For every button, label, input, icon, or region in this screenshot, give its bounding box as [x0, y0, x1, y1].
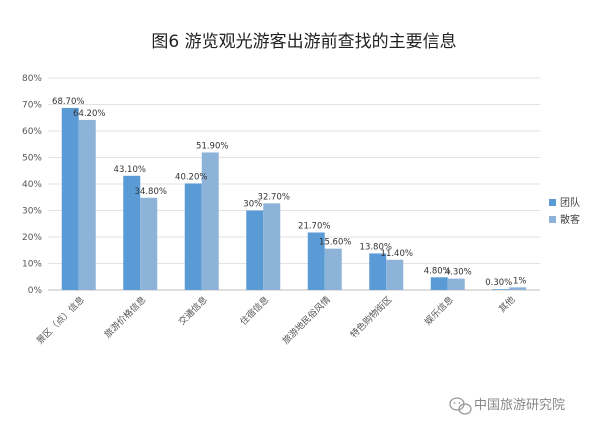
legend-swatch	[549, 199, 556, 206]
bar-individual	[324, 248, 342, 290]
category-label: 娱乐信息	[422, 294, 456, 328]
gridlines	[48, 77, 540, 291]
bar-team	[430, 277, 448, 290]
data-label: 21.70%	[298, 221, 330, 231]
data-label: 30%	[243, 200, 262, 210]
watermark: 中国旅游研究院	[449, 397, 565, 415]
data-label: 40.20%	[175, 172, 207, 182]
y-tick-label: 20%	[22, 233, 42, 243]
y-tick-label: 50%	[22, 154, 42, 164]
category-label: 住宿信息	[237, 294, 271, 328]
data-label: 64.20%	[73, 109, 105, 119]
data-label: 4.30%	[445, 268, 472, 278]
y-tick-label: 60%	[22, 127, 42, 137]
y-axis-ticks: 0% 10% 20% 30% 40% 50% 60% 70% 80%	[22, 74, 42, 296]
data-label: 0.30%	[485, 278, 512, 288]
legend-label: 散客	[560, 213, 580, 226]
data-label: 68.70%	[52, 97, 84, 107]
bar-individual	[447, 278, 465, 290]
bar-individual	[509, 287, 527, 290]
wechat-icon	[449, 397, 472, 415]
data-label: 15.60%	[319, 238, 351, 248]
data-label: 34.80%	[135, 187, 167, 197]
y-tick-label: 70%	[22, 101, 42, 111]
category-label: 特色购物街区	[348, 294, 395, 341]
category-label: 旅游价格信息	[102, 294, 149, 341]
bar-individual	[386, 259, 404, 290]
data-labels: 68.70% 64.20% 43.10% 34.80% 40.20% 51.90% 30%3…	[52, 97, 526, 288]
bar-team	[492, 289, 510, 290]
legend-label: 团队	[560, 196, 580, 209]
bar-team	[246, 210, 264, 290]
category-label: 旅游地民俗风情	[280, 294, 333, 347]
bar-individual	[78, 119, 96, 291]
data-label: 4.80%	[424, 266, 451, 276]
bar-individual	[263, 203, 281, 290]
y-tick-label: 40%	[22, 180, 42, 190]
bar-team	[307, 232, 325, 290]
bars	[61, 107, 527, 291]
category-label: 其他	[496, 294, 517, 315]
data-label: 11.40%	[381, 249, 413, 259]
y-tick-label: 0%	[28, 286, 43, 296]
data-label: 1%	[513, 276, 527, 286]
bar-team	[123, 175, 141, 290]
y-tick-label: 30%	[22, 207, 42, 217]
data-label: 43.10%	[114, 165, 146, 175]
y-tick-label: 80%	[22, 74, 42, 84]
category-label: 交通信息	[176, 294, 210, 328]
legend-swatch	[549, 216, 556, 223]
data-label: 32.70%	[258, 192, 290, 202]
bar-team	[61, 107, 79, 290]
bar-team	[369, 253, 387, 290]
data-label: 13.80%	[360, 242, 392, 252]
category-label: 景区（点）信息	[34, 294, 87, 347]
bar-individual	[140, 197, 158, 290]
chart-title: 图6 游览观光游客出游前查找的主要信息	[151, 32, 456, 52]
watermark-text: 中国旅游研究院	[474, 398, 565, 413]
bar-individual	[201, 152, 219, 290]
data-label: 51.90%	[196, 141, 228, 151]
x-axis-categories: 景区（点）信息 旅游价格信息 交通信息 住宿信息 旅游地民俗风情 特色购物街区 娱乐信息 其他	[34, 294, 518, 347]
y-tick-label: 10%	[22, 260, 42, 270]
bar-team	[184, 183, 202, 290]
